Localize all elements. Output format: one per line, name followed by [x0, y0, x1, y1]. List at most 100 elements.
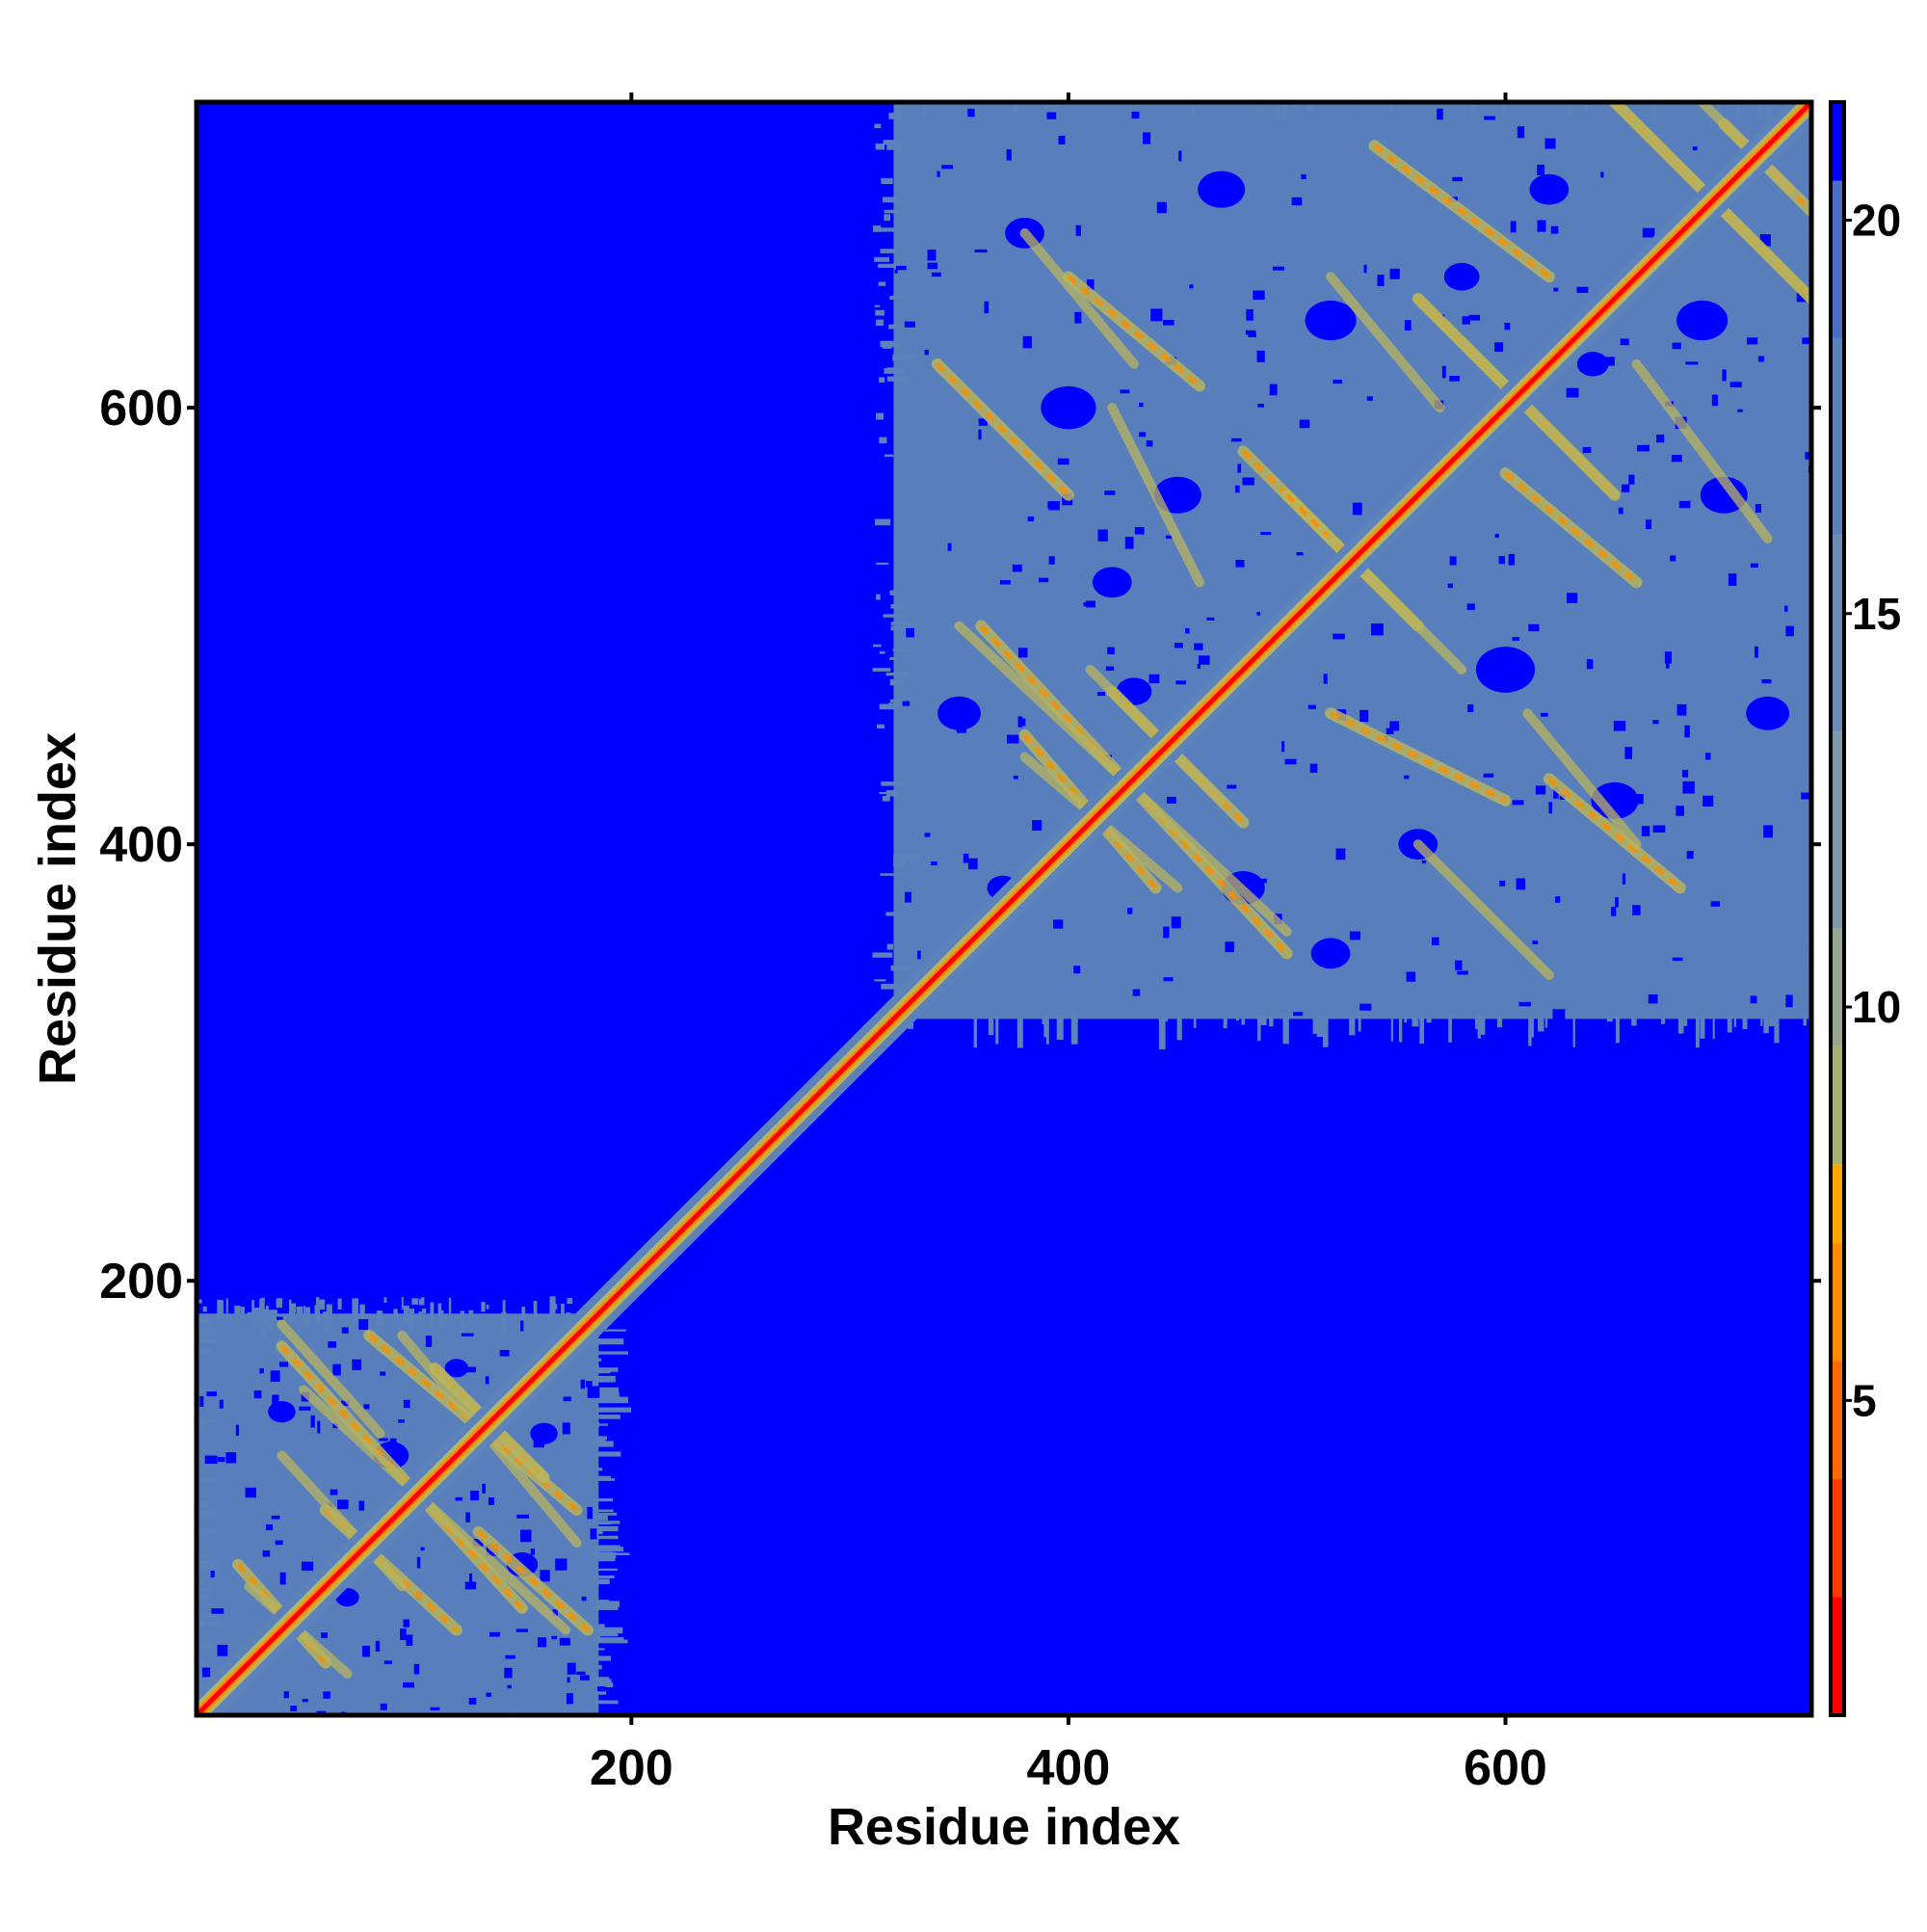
- low-contact-speck: [1711, 394, 1718, 407]
- domain-edge-fragment: [596, 1655, 611, 1661]
- contact-band-mid-mirror: [299, 1385, 571, 1635]
- domain-edge-fragment: [217, 1299, 221, 1314]
- domain-edge-fragment: [874, 123, 882, 129]
- domain-edge-fragment: [403, 1305, 409, 1324]
- low-contact-speck: [1467, 704, 1474, 713]
- domain-edge-fragment: [197, 1338, 220, 1343]
- domain-edge-fragment: [1478, 1015, 1482, 1021]
- low-contact-speck: [1150, 308, 1163, 322]
- domain-edge-fragment: [1661, 1017, 1666, 1024]
- low-contact-speck: [413, 1663, 420, 1675]
- domain-edge-fragment: [595, 1338, 624, 1345]
- domain-edge-fragment: [1256, 102, 1264, 112]
- colorbar-band: [1831, 180, 1844, 338]
- domain-edge-fragment: [197, 1419, 206, 1425]
- low-contact-speck: [1518, 1001, 1531, 1007]
- domain-edge-fragment: [881, 177, 893, 185]
- domain-edge-fragment: [595, 1394, 606, 1399]
- low-contact-speck: [416, 1556, 421, 1569]
- domain-edge-fragment: [197, 1337, 207, 1342]
- low-contact-speck: [1165, 535, 1173, 539]
- domain-edge-fragment: [1501, 102, 1507, 115]
- low-contact-speck: [1048, 501, 1060, 511]
- low-contact-speck: [270, 1370, 280, 1382]
- low-contact-speck: [551, 1635, 558, 1640]
- low-contact-region: [1746, 696, 1790, 730]
- low-contact-speck: [363, 1404, 370, 1410]
- domain-edge-fragment: [1474, 1013, 1480, 1029]
- domain-edge-fragment: [594, 1648, 605, 1651]
- domain-edge-fragment: [448, 1297, 452, 1320]
- low-contact-speck: [567, 1677, 570, 1683]
- domain-edge-fragment: [886, 367, 895, 372]
- domain-edge-fragment: [359, 1304, 365, 1324]
- low-contact-speck: [1352, 502, 1362, 516]
- low-contact-speck: [1299, 419, 1310, 429]
- low-contact-speck: [1672, 957, 1683, 962]
- domain-edge-fragment: [502, 1300, 506, 1324]
- domain-edge-fragment: [594, 1521, 620, 1524]
- low-contact-speck: [468, 1573, 473, 1586]
- domain-edge-fragment: [889, 699, 915, 702]
- low-contact-speck: [1462, 316, 1471, 325]
- low-contact-speck: [1637, 444, 1650, 452]
- low-contact-speck: [1174, 643, 1183, 648]
- domain-edge-fragment: [594, 1423, 608, 1426]
- domain-edge-fragment: [197, 1555, 211, 1558]
- domain-edge-fragment: [376, 1310, 383, 1328]
- domain-edge-fragment: [197, 1388, 213, 1392]
- low-contact-speck: [520, 1320, 524, 1332]
- domain-edge-fragment: [225, 1298, 228, 1321]
- low-contact-speck: [1512, 637, 1520, 641]
- domain-edge-fragment: [240, 1714, 245, 1715]
- contact-band-near: [1067, 275, 1201, 388]
- domain-edge-fragment: [922, 102, 928, 114]
- low-contact-speck: [1729, 382, 1742, 388]
- domain-edge-fragment: [885, 912, 896, 916]
- domain-edge-fragment: [597, 1436, 608, 1440]
- domain-edge-fragment: [594, 1545, 620, 1549]
- domain-edge-fragment: [1803, 1014, 1807, 1026]
- low-contact-speck: [1105, 666, 1115, 672]
- domain-edge-fragment: [437, 1303, 442, 1317]
- low-contact-speck: [383, 1660, 392, 1664]
- low-contact-speck: [259, 1367, 264, 1374]
- domain-edge-fragment: [1389, 102, 1393, 108]
- low-contact-speck: [585, 1381, 593, 1388]
- low-contact-speck: [1611, 906, 1617, 916]
- domain-edge-fragment: [253, 1307, 260, 1326]
- domain-edge-fragment: [596, 1556, 616, 1562]
- low-contact-speck: [465, 1512, 470, 1522]
- domain-edge-fragment: [597, 1681, 606, 1684]
- low-contact-speck: [1457, 970, 1468, 975]
- low-contact-speck: [358, 1500, 365, 1511]
- low-contact-speck: [1483, 773, 1494, 778]
- domain-edge-fragment: [1806, 195, 1811, 198]
- domain-edge-fragment: [184, 1650, 190, 1655]
- domain-edge-fragment: [889, 590, 899, 595]
- domain-edge-fragment: [876, 562, 889, 566]
- low-contact-speck: [1537, 164, 1544, 175]
- domain-edge-fragment: [197, 1476, 202, 1481]
- domain-edge-fragment: [886, 943, 894, 950]
- low-contact-speck: [1284, 758, 1297, 765]
- domain-edge-fragment: [1235, 1016, 1240, 1021]
- domain-edge-fragment: [1016, 1018, 1023, 1048]
- domain-edge-fragment: [878, 227, 896, 232]
- contact-band-mid-mirror: [1019, 227, 1139, 369]
- low-contact-speck: [967, 858, 978, 870]
- low-contact-speck: [1143, 132, 1151, 145]
- domain-edge-fragment: [240, 1307, 245, 1320]
- domain-edge-fragment: [1310, 89, 1316, 94]
- domain-edge-fragment: [1241, 1018, 1246, 1025]
- low-contact-speck: [587, 1506, 593, 1520]
- low-contact-speck: [1784, 605, 1788, 612]
- domain-edge-fragment: [596, 1624, 605, 1630]
- domain-edge-fragment: [595, 1568, 618, 1572]
- low-contact-speck: [488, 1631, 500, 1637]
- low-contact-speck: [398, 1419, 405, 1423]
- domain-edge-fragment: [303, 1306, 305, 1320]
- domain-edge-fragment: [251, 1299, 254, 1323]
- low-contact-speck: [403, 1619, 410, 1628]
- contact-band-mid-mirror: [1107, 403, 1204, 588]
